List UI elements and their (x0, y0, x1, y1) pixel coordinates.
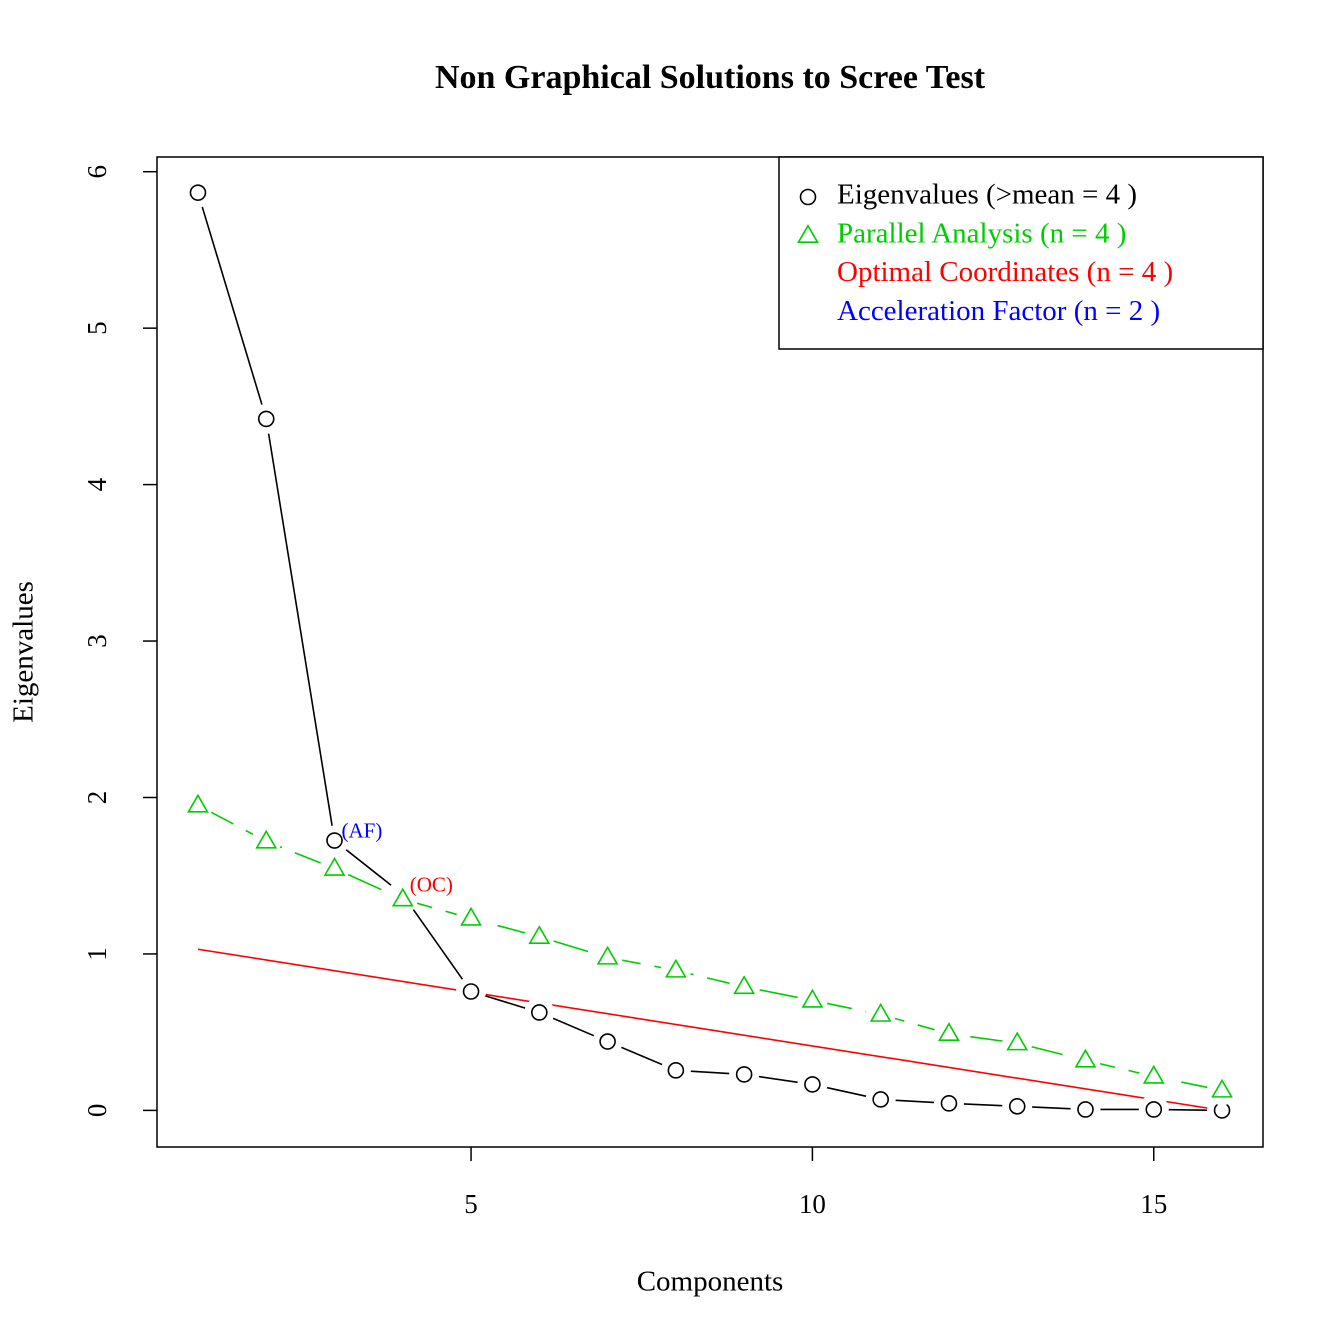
series-line (197, 804, 1223, 1092)
series-line (197, 192, 1223, 1112)
x-tick-label: 10 (799, 1189, 826, 1219)
point (1145, 1101, 1163, 1118)
plot-frame (156, 156, 1264, 1148)
point (460, 906, 482, 926)
y-tick-label: 6 (82, 165, 112, 179)
y-tick-label: 3 (82, 634, 112, 648)
legend-label: Parallel Analysis (n = 4 ) (837, 217, 1126, 249)
point (599, 1033, 616, 1050)
point (462, 983, 480, 1000)
y-tick-label: 1 (82, 947, 112, 961)
x-tick-label: 15 (1140, 1189, 1167, 1219)
chart-title: Non Graphical Solutions to Scree Test (435, 59, 986, 96)
point (1077, 1101, 1094, 1118)
point (940, 1095, 958, 1112)
point (391, 887, 414, 907)
legend-marker (797, 224, 819, 243)
point (1008, 1098, 1026, 1115)
point (869, 1002, 892, 1022)
point (1142, 1064, 1165, 1084)
y-axis-label: Eigenvalues (8, 581, 40, 723)
point (323, 856, 346, 876)
point (664, 958, 687, 978)
point (1074, 1048, 1097, 1068)
point (1006, 1031, 1029, 1051)
legend-box (778, 156, 1264, 350)
point (189, 184, 207, 201)
legend-marker (799, 188, 817, 206)
point (1211, 1078, 1233, 1098)
x-axis-label: Components (637, 1266, 784, 1298)
point (257, 410, 275, 428)
y-tick-label: 4 (82, 477, 112, 491)
y-tick-label: 0 (82, 1104, 112, 1118)
series-line (197, 948, 1223, 1112)
point (255, 829, 278, 849)
legend-label: Optimal Coordinates (n = 4 ) (837, 256, 1173, 288)
point (187, 793, 209, 813)
point (801, 988, 824, 1008)
y-tick-label: 5 (82, 321, 112, 335)
point (733, 975, 756, 995)
point (531, 1004, 548, 1021)
point (872, 1091, 889, 1108)
point (326, 832, 343, 849)
point (596, 945, 619, 965)
annotation: (AF) (342, 818, 383, 842)
point (528, 925, 551, 945)
point (667, 1062, 685, 1079)
legend-label: Eigenvalues (>mean = 4 ) (837, 179, 1137, 211)
annotation: (OC) (410, 872, 453, 896)
point (938, 1022, 960, 1042)
point (804, 1076, 821, 1093)
x-tick-label: 5 (464, 1189, 478, 1219)
point (735, 1066, 753, 1083)
y-tick-label: 2 (82, 791, 112, 805)
legend-label: Acceleration Factor (n = 2 ) (837, 295, 1160, 327)
